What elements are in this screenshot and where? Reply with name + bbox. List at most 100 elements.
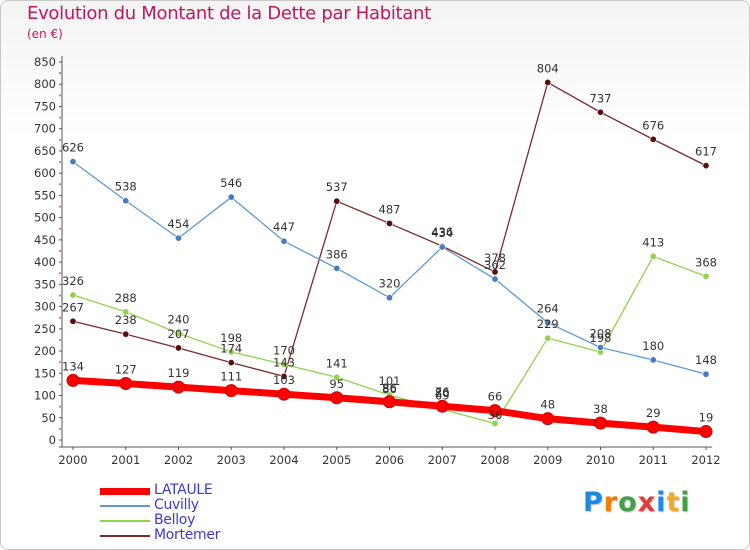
x-tick-label: 2009 xyxy=(533,453,562,467)
data-point xyxy=(594,416,607,430)
legend-swatch xyxy=(100,488,150,495)
data-label: 487 xyxy=(379,202,401,216)
legend-swatch xyxy=(100,505,150,507)
data-point xyxy=(227,348,235,356)
data-label: 103 xyxy=(273,373,295,387)
y-tick-label: 200 xyxy=(34,344,56,358)
proxiti-logo: Proxiti xyxy=(583,487,691,518)
x-tick-label: 2000 xyxy=(58,453,87,467)
chart-unit-label: (en €) xyxy=(27,27,63,41)
data-label: 267 xyxy=(62,300,84,314)
x-tick-label: 2011 xyxy=(639,453,668,467)
data-label: 48 xyxy=(540,398,555,412)
legend-label: Belloy xyxy=(154,512,196,528)
x-tick-label: 2003 xyxy=(217,453,246,467)
data-point xyxy=(119,377,133,391)
data-label: 86 xyxy=(382,381,397,395)
data-point xyxy=(596,108,604,116)
y-tick-label: 50 xyxy=(41,411,56,425)
data-label: 436 xyxy=(431,225,453,239)
data-point xyxy=(544,334,552,342)
data-point xyxy=(649,135,657,143)
logo-letter: x xyxy=(637,487,657,518)
data-label: 29 xyxy=(646,406,661,420)
data-label: 148 xyxy=(695,353,717,367)
data-label: 141 xyxy=(326,356,348,370)
y-tick-label: 600 xyxy=(34,166,56,180)
data-label: 101 xyxy=(379,374,401,388)
data-point xyxy=(333,197,341,205)
data-point xyxy=(280,237,288,245)
data-point xyxy=(280,372,288,380)
data-label: 737 xyxy=(590,91,612,105)
data-point xyxy=(172,380,185,394)
logo-letter: i xyxy=(656,487,667,518)
data-label: 198 xyxy=(220,331,242,345)
legend-swatch xyxy=(100,535,150,537)
data-label: 76 xyxy=(435,385,450,399)
legend-label: Cuvilly xyxy=(154,497,199,513)
data-label: 378 xyxy=(484,251,506,265)
data-point xyxy=(491,420,499,428)
data-point xyxy=(544,319,552,327)
data-label: 368 xyxy=(695,255,717,269)
data-point xyxy=(596,344,604,352)
data-point xyxy=(69,291,77,299)
data-label: 454 xyxy=(168,217,190,231)
logo-letter: i xyxy=(680,487,691,518)
x-tick-label: 2008 xyxy=(480,453,509,467)
data-point xyxy=(544,78,552,86)
y-tick-label: 450 xyxy=(34,233,56,247)
data-point xyxy=(649,356,657,364)
data-label: 229 xyxy=(537,317,559,331)
data-point xyxy=(383,395,396,409)
data-point xyxy=(435,399,449,413)
data-point xyxy=(699,425,713,439)
data-label: 38 xyxy=(593,402,608,416)
data-point xyxy=(175,329,183,337)
legend-swatch xyxy=(100,520,150,522)
data-point xyxy=(277,387,291,401)
data-label: 143 xyxy=(273,355,295,369)
data-point xyxy=(175,234,183,242)
data-point xyxy=(385,219,393,227)
data-point xyxy=(122,330,130,338)
series-cuvilly xyxy=(69,158,710,378)
data-label: 69 xyxy=(435,388,450,402)
logo-letter: t xyxy=(666,487,681,518)
y-tick-label: 700 xyxy=(34,122,56,136)
data-label: 134 xyxy=(62,359,84,373)
data-point xyxy=(69,158,77,166)
y-tick-label: 150 xyxy=(34,366,56,380)
y-ticks: 0 50 100 150 200 250 300 350 400 450 500 550 600 650 7… xyxy=(34,55,62,447)
data-label: 447 xyxy=(273,220,295,234)
data-label: 86 xyxy=(382,382,397,396)
logo-letter: r xyxy=(603,487,619,518)
y-tick-label: 100 xyxy=(34,389,56,403)
y-tick-label: 0 xyxy=(49,433,56,447)
data-label: 19 xyxy=(699,411,714,425)
data-label: 264 xyxy=(537,302,559,316)
data-label: 180 xyxy=(642,339,664,353)
data-label: 320 xyxy=(379,277,401,291)
x-tick-label: 2006 xyxy=(375,453,404,467)
data-point xyxy=(491,275,499,283)
chart-title: Evolution du Montant de la Dette par Hab… xyxy=(27,3,431,24)
legend-label: LATAULE xyxy=(154,482,213,498)
data-label: 238 xyxy=(115,313,137,327)
y-tick-label: 750 xyxy=(34,99,56,113)
data-point xyxy=(333,264,341,272)
data-label: 207 xyxy=(168,327,190,341)
y-tick-label: 800 xyxy=(34,77,56,91)
x-ticks: 2000 2001 2002 2003 2004 2005 2006 2007 2008 2009… xyxy=(58,447,721,467)
x-tick-label: 2005 xyxy=(322,453,351,467)
data-point xyxy=(227,359,235,367)
data-label: 288 xyxy=(115,291,137,305)
data-label: 804 xyxy=(537,61,559,75)
data-point xyxy=(491,268,499,276)
x-tick-label: 2007 xyxy=(428,453,457,467)
data-point xyxy=(385,294,393,302)
data-label: 537 xyxy=(326,180,348,194)
data-point xyxy=(330,391,344,405)
